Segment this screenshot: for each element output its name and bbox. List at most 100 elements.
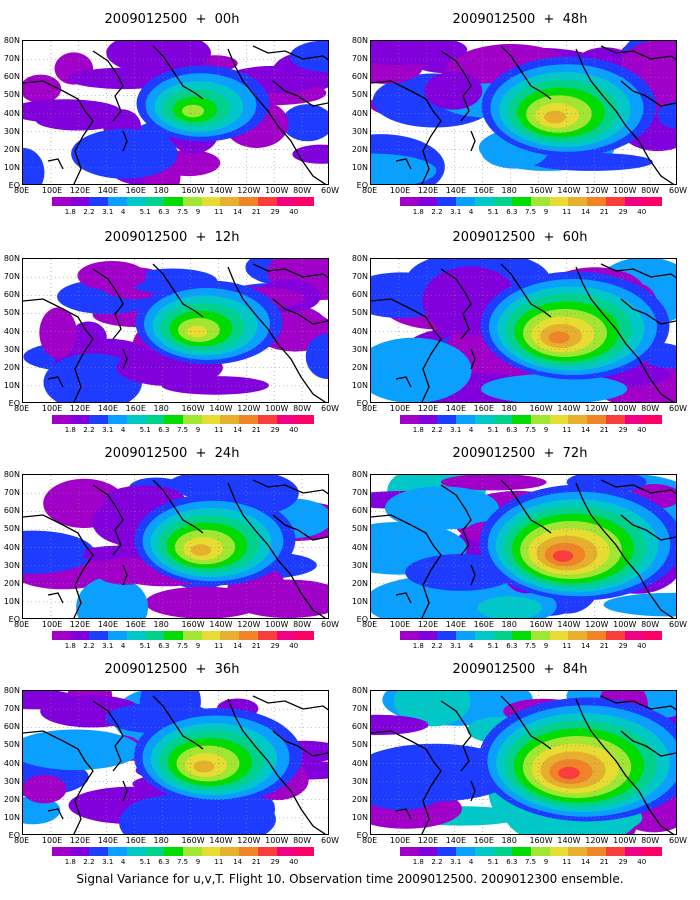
colorbar-swatch xyxy=(52,197,71,206)
lon-label: 120W xyxy=(237,186,261,195)
field-contour xyxy=(477,596,542,618)
colorbar-label: 7.5 xyxy=(177,426,189,434)
lat-label: 70N xyxy=(351,704,368,714)
lat-label: 30N xyxy=(3,560,20,570)
colorbar-label: 2.2 xyxy=(83,426,95,434)
lat-label: EQ xyxy=(356,399,368,408)
lat-label: 70N xyxy=(3,488,20,498)
colorbar-swatch xyxy=(145,847,165,856)
field-contour xyxy=(23,691,79,710)
colorbar-label: 4 xyxy=(120,858,126,866)
variance-map xyxy=(370,40,677,185)
lon-label: 120E xyxy=(417,836,439,845)
colorbar-swatch xyxy=(239,197,258,206)
field-contour xyxy=(23,774,67,804)
lon-label: 160W xyxy=(529,620,553,629)
colorbar-swatch xyxy=(108,415,127,424)
figure-caption: Signal Variance for u,v,T. Flight 10. Ob… xyxy=(76,872,624,886)
lon-label: 60W xyxy=(669,186,688,195)
panel-title: 2009012500 + 24h xyxy=(104,446,240,461)
coastline xyxy=(47,808,64,820)
lat-label: 80N xyxy=(351,254,368,263)
lon-label: 100E xyxy=(389,620,411,629)
colorbar-label: 14 xyxy=(233,208,243,216)
colorbar-label: 14 xyxy=(233,858,243,866)
field-contour xyxy=(23,535,86,568)
colorbar-label: 5.1 xyxy=(487,858,499,866)
colorbar-swatch xyxy=(549,631,569,640)
field-contour xyxy=(548,331,570,344)
colorbar-swatch xyxy=(201,415,221,424)
colorbar-swatch xyxy=(512,197,532,206)
colorbar-label: 7.5 xyxy=(177,208,189,216)
lon-label: 80E xyxy=(14,620,30,629)
lat-label: 60N xyxy=(3,290,20,300)
colorbar-label: 6.3 xyxy=(158,858,170,866)
lon-label: 140E xyxy=(97,836,119,845)
lon-label: 140W xyxy=(209,836,233,845)
colorbar-label: 11 xyxy=(214,642,224,650)
lon-label: 180 xyxy=(501,836,517,845)
lat-label: 10N xyxy=(351,380,368,390)
colorbar-swatch xyxy=(257,631,277,640)
lat-label: 60N xyxy=(351,290,368,300)
colorbar-label: 9 xyxy=(195,208,201,216)
colorbar-label: 11 xyxy=(214,426,224,434)
variance-map xyxy=(370,474,677,619)
coastline xyxy=(252,45,328,61)
coastline xyxy=(470,130,476,152)
lat-label: EQ xyxy=(356,831,368,840)
colorbar-swatch xyxy=(512,631,532,640)
lat-label: EQ xyxy=(356,615,368,624)
colorbar-label: 6.3 xyxy=(158,426,170,434)
colorbar-label: 2.2 xyxy=(431,858,443,866)
lat-label: 70N xyxy=(3,704,20,714)
colorbar-swatch xyxy=(257,197,277,206)
colorbar xyxy=(400,847,663,856)
lat-label: 80N xyxy=(3,36,20,45)
field-contour xyxy=(23,99,121,124)
colorbar-label: 2.2 xyxy=(431,642,443,650)
lon-label: 140E xyxy=(97,620,119,629)
colorbar-label: 7.5 xyxy=(525,426,537,434)
colorbar-swatch xyxy=(295,415,315,424)
coastline xyxy=(620,514,676,541)
coastline xyxy=(470,780,476,802)
lat-label: 60N xyxy=(3,72,20,82)
field-contour xyxy=(529,152,653,171)
field-contour xyxy=(70,321,107,353)
lon-label: 120W xyxy=(237,836,261,845)
colorbar-label: 1.8 xyxy=(412,858,424,866)
coastline xyxy=(620,298,676,325)
colorbar-swatch xyxy=(587,847,606,856)
colorbar-swatch xyxy=(183,415,202,424)
colorbar-label: 7.5 xyxy=(525,858,537,866)
lat-label: 10N xyxy=(351,162,368,172)
colorbar-label: 1.8 xyxy=(412,642,424,650)
lon-label: 180 xyxy=(501,186,517,195)
field-contour xyxy=(119,795,216,834)
lon-label: 80E xyxy=(362,836,378,845)
colorbar-swatch xyxy=(418,197,438,206)
coastline xyxy=(122,348,128,370)
colorbar-label: 4 xyxy=(468,208,474,216)
lon-label: 80W xyxy=(641,620,660,629)
coastline xyxy=(575,266,675,402)
colorbar-label: 2.2 xyxy=(431,426,443,434)
lat-label: 80N xyxy=(351,36,368,45)
colorbar-label: 3.1 xyxy=(102,642,114,650)
field-contour xyxy=(440,475,547,491)
colorbar-swatch xyxy=(624,415,644,424)
coastline xyxy=(575,482,675,618)
colorbar-label: 2.2 xyxy=(431,208,443,216)
coastline xyxy=(47,592,64,604)
lat-label: 50N xyxy=(351,308,368,318)
lat-label: 40N xyxy=(3,542,20,552)
colorbar-label: 21 xyxy=(251,208,261,216)
colorbar-label: 7.5 xyxy=(177,642,189,650)
lon-label: 100E xyxy=(41,186,63,195)
field-contour xyxy=(657,101,676,129)
colorbar-label: 29 xyxy=(270,858,280,866)
colorbar-label: 9 xyxy=(195,642,201,650)
colorbar-swatch xyxy=(164,197,184,206)
